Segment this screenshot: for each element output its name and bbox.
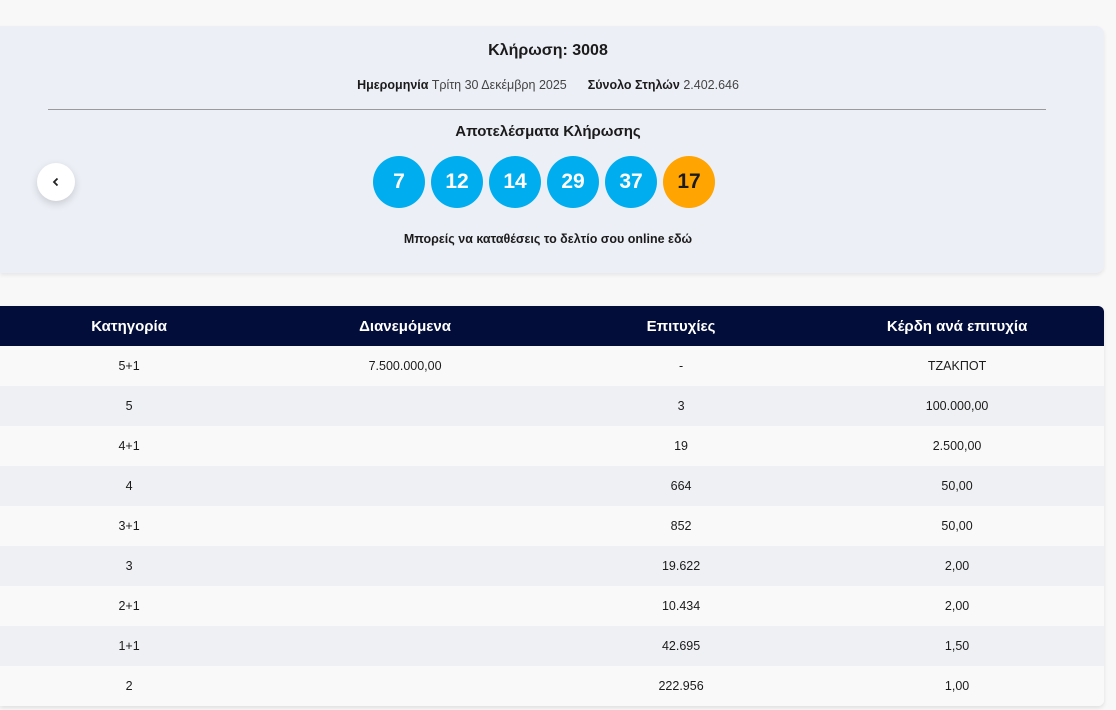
table-row: 2 222.956 1,00: [0, 666, 1104, 706]
draw-meta: Ημερομηνία Τρίτη 30 Δεκέμβρη 2025 Σύνολο…: [0, 78, 1096, 92]
chevron-icon: [52, 177, 59, 187]
table-cell: 2,00: [944, 559, 970, 573]
table-cell: 4: [125, 479, 133, 493]
table-row: 4 664 50,00: [0, 466, 1104, 506]
table-header: Κατηγορία Διανεμόμενα Επιτυχίες Κέρδη ανά ε…: [0, 306, 1104, 346]
table-cell: 50,00: [941, 519, 973, 533]
table-cell: 10.434: [661, 599, 701, 613]
table-cell: 664: [670, 479, 692, 493]
table-cell: 3+1: [118, 519, 140, 533]
bonus-ball: 17: [663, 156, 715, 208]
draw-title: Κλήρωση: 3008: [488, 42, 608, 59]
balls: 7 12 14 29 37 17: [0, 156, 1088, 208]
table-cell: 1+1: [118, 639, 140, 653]
table-cell: 19: [674, 439, 689, 453]
back-button[interactable]: [37, 163, 75, 201]
table-cell: 50,00: [941, 479, 973, 493]
table-cell: 42.695: [661, 639, 701, 653]
header-cell: Επιτυχίες: [646, 317, 716, 335]
results-table: Κατηγορία Διανεμόμενα Επιτυχίες Κέρδη ανά ε…: [0, 306, 1104, 706]
header-cell: Κέρδη ανά επιτυχία: [886, 317, 1028, 335]
table-cell: 3: [677, 399, 685, 413]
table-cell: 2+1: [118, 599, 140, 613]
table-row: 3+1 852 50,00: [0, 506, 1104, 546]
number-ball: 14: [489, 156, 541, 208]
date-value: Τρίτη 30 Δεκέμβρη 2025: [431, 78, 567, 92]
draw-card: Κλήρωση: 3008 Ημερομηνία Τρίτη 30 Δεκέμβ…: [0, 26, 1104, 273]
table-cell: 5: [125, 399, 133, 413]
columns-label: Σύνολο Στηλών: [587, 78, 680, 92]
table-cell: 100.000,00: [925, 399, 989, 413]
table-cell: 4+1: [118, 439, 140, 453]
table-row: 3 19.622 2,00: [0, 546, 1104, 586]
table-cell: ΤΖΑΚΠΟΤ: [927, 359, 987, 373]
number-ball: 7: [373, 156, 425, 208]
table-cell: -: [678, 359, 684, 373]
header-cell: Κατηγορία: [91, 317, 167, 335]
table-cell: 7.500.000,00: [368, 359, 442, 373]
number-ball: 12: [431, 156, 483, 208]
table-cell: 852: [670, 519, 692, 533]
table-row: 2+1 10.434 2,00: [0, 586, 1104, 626]
table-cell: 2,00: [944, 599, 970, 613]
table-cell: 222.956: [658, 679, 704, 693]
table-row: 1+1 42.695 1,50: [0, 626, 1104, 666]
divider: [48, 109, 1046, 110]
header-cell: Διανεμόμενα: [359, 317, 451, 335]
number-ball: 37: [605, 156, 657, 208]
table-cell: 2: [125, 679, 133, 693]
columns-value: 2.402.646: [683, 78, 739, 92]
results-title: Αποτελέσματα Κλήρωσης: [455, 123, 641, 140]
table-cell: 19.622: [661, 559, 701, 573]
table-cell: 5+1: [118, 359, 140, 373]
date-label: Ημερομηνία: [357, 78, 429, 92]
table-row: 5+1 7.500.000,00 - ΤΖΑΚΠΟΤ: [0, 346, 1104, 386]
table-cell: 3: [125, 559, 133, 573]
table-cell: 1,50: [944, 639, 970, 653]
table-cell: 1,00: [944, 679, 970, 693]
online-link[interactable]: Μπορείς να καταθέσεις το δελτίο σου onli…: [403, 232, 693, 246]
table-row: 4+1 19 2.500,00: [0, 426, 1104, 466]
table-cell: 2.500,00: [932, 439, 982, 453]
number-ball: 29: [547, 156, 599, 208]
table-row: 5 3 100.000,00: [0, 386, 1104, 426]
